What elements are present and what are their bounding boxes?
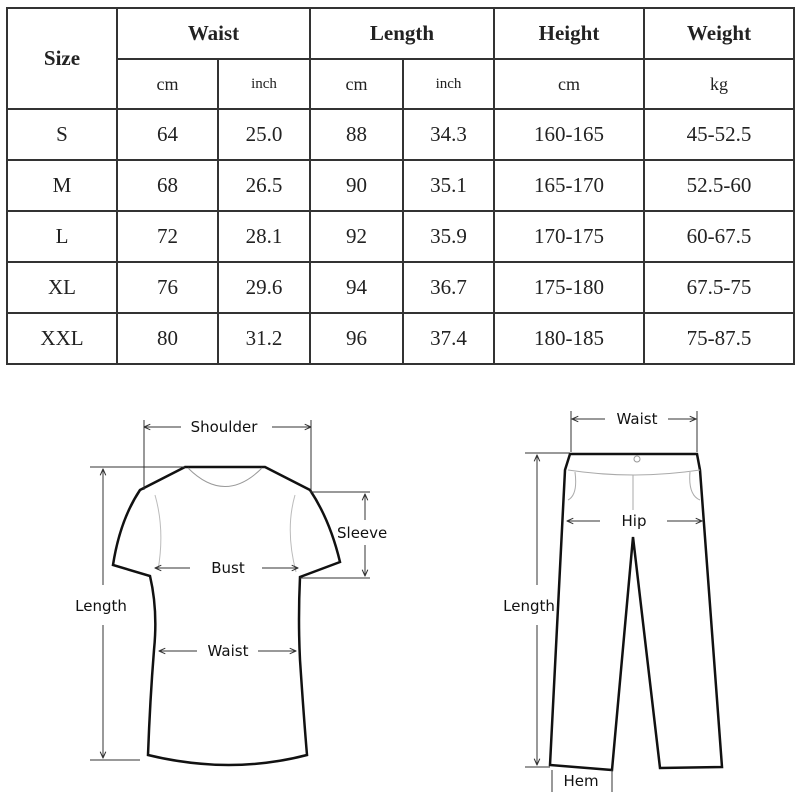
- value-cell: 64: [116, 108, 219, 161]
- value-cell: 76: [116, 261, 219, 314]
- unit-cell: cm: [309, 58, 404, 110]
- table-row: S 64 25.0 88 34.3 160-165 45-52.5: [6, 108, 795, 161]
- value-cell: 94: [309, 261, 404, 314]
- value-cell: 92: [309, 210, 404, 263]
- size-table: Size Waist Length Height Weight cm inch …: [6, 7, 795, 365]
- table-row: XXL 80 31.2 96 37.4 180-185 75-87.5: [6, 312, 795, 365]
- value-cell: 52.5-60: [643, 159, 795, 212]
- value-cell: 37.4: [402, 312, 495, 365]
- shoulder-label: Shoulder: [191, 418, 259, 436]
- value-cell: 36.7: [402, 261, 495, 314]
- value-cell: 35.1: [402, 159, 495, 212]
- value-cell: 29.6: [217, 261, 311, 314]
- value-cell: 175-180: [493, 261, 645, 314]
- value-cell: 165-170: [493, 159, 645, 212]
- size-cell: XXL: [6, 312, 118, 365]
- size-cell: M: [6, 159, 118, 212]
- value-cell: 28.1: [217, 210, 311, 263]
- value-cell: 34.3: [402, 108, 495, 161]
- value-cell: 67.5-75: [643, 261, 795, 314]
- unit-cell: cm: [493, 58, 645, 110]
- table-row: M 68 26.5 90 35.1 165-170 52.5-60: [6, 159, 795, 212]
- unit-cell: inch: [402, 58, 495, 110]
- pants-waist-label: Waist: [617, 410, 658, 428]
- shirt-waist-label: Waist: [208, 642, 249, 660]
- size-cell: L: [6, 210, 118, 263]
- value-cell: 80: [116, 312, 219, 365]
- unit-cell: cm: [116, 58, 219, 110]
- value-cell: 180-185: [493, 312, 645, 365]
- table-row: XL 76 29.6 94 36.7 175-180 67.5-75: [6, 261, 795, 314]
- shirt-length-label: Length: [75, 597, 127, 615]
- bust-label: Bust: [211, 559, 245, 577]
- size-header: Size: [6, 7, 118, 110]
- value-cell: 88: [309, 108, 404, 161]
- shirt-outline: [111, 465, 342, 767]
- value-cell: 60-67.5: [643, 210, 795, 263]
- value-cell: 90: [309, 159, 404, 212]
- value-cell: 96: [309, 312, 404, 365]
- hip-label: Hip: [622, 512, 647, 530]
- size-cell: XL: [6, 261, 118, 314]
- shirt-diagram: Shoulder Sleeve Bust Waist Length: [75, 418, 387, 767]
- unit-cell: inch: [217, 58, 311, 110]
- unit-cell: kg: [643, 58, 795, 110]
- length-header: Length: [309, 7, 495, 60]
- value-cell: 75-87.5: [643, 312, 795, 365]
- value-cell: 25.0: [217, 108, 311, 161]
- hem-label: Hem: [563, 772, 598, 790]
- value-cell: 68: [116, 159, 219, 212]
- pants-outline: [548, 452, 724, 772]
- size-cell: S: [6, 108, 118, 161]
- weight-header: Weight: [643, 7, 795, 60]
- value-cell: 160-165: [493, 108, 645, 161]
- height-header: Height: [493, 7, 645, 60]
- waist-header: Waist: [116, 7, 311, 60]
- sleeve-label: Sleeve: [337, 524, 387, 542]
- table-row: L 72 28.1 92 35.9 170-175 60-67.5: [6, 210, 795, 263]
- value-cell: 31.2: [217, 312, 311, 365]
- value-cell: 72: [116, 210, 219, 263]
- value-cell: 170-175: [493, 210, 645, 263]
- value-cell: 45-52.5: [643, 108, 795, 161]
- value-cell: 35.9: [402, 210, 495, 263]
- pants-length-label: Length: [503, 597, 555, 615]
- pants-diagram: Waist Hip Length Hem: [503, 410, 724, 792]
- value-cell: 26.5: [217, 159, 311, 212]
